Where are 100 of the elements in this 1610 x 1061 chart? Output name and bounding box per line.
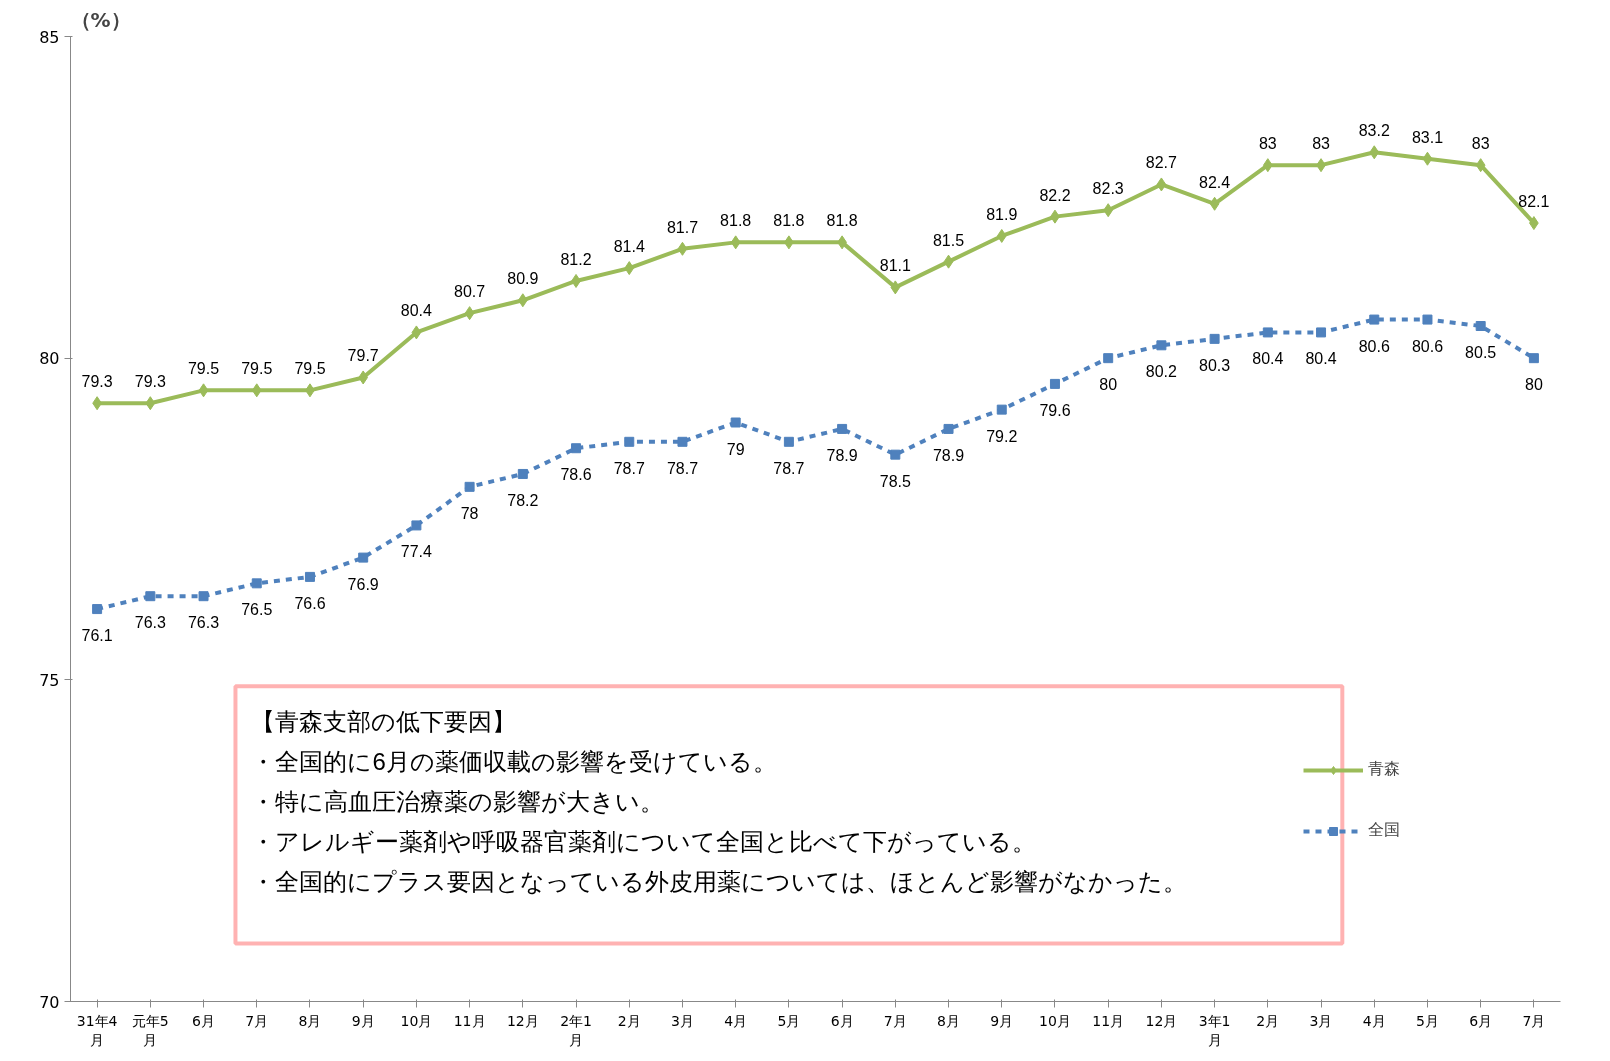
point — [624, 436, 635, 447]
point — [92, 604, 103, 615]
point — [1262, 158, 1273, 173]
data-label: 79.3 — [134, 373, 166, 391]
point — [890, 449, 901, 460]
point — [996, 228, 1007, 243]
x-tick-label: 5月 — [1416, 1012, 1439, 1029]
x-tick-label: 6月 — [830, 1012, 854, 1029]
data-label: 76.9 — [347, 575, 379, 593]
data-label: 78.2 — [507, 491, 539, 509]
data-label: 79.3 — [81, 373, 113, 391]
x-tick-label: 3年1月 — [1198, 1012, 1231, 1048]
data-label: 83.1 — [1411, 128, 1444, 146]
data-label: 80.4 — [1252, 350, 1284, 368]
y-tick-label: 75 — [39, 670, 60, 690]
x-tick-label: 元年5月 — [131, 1012, 169, 1048]
x-tick-label: 9月 — [351, 1012, 375, 1029]
data-label: 78.9 — [826, 446, 858, 464]
data-label: 78.7 — [773, 459, 805, 477]
data-label: 83 — [1312, 135, 1331, 153]
data-label: 80.6 — [1358, 337, 1390, 355]
data-label: 79.6 — [1039, 401, 1071, 419]
x-tick-label: 6月 — [192, 1012, 215, 1029]
x-tick-label: 8月 — [937, 1012, 960, 1029]
y-axis-title: （%） — [70, 7, 131, 32]
annotation: ・全国的に6月の薬価収載の影響を受けている。 — [251, 748, 777, 776]
data-label: 78.5 — [879, 472, 911, 490]
data-label: 82.1 — [1518, 193, 1550, 211]
data-label: 76.3 — [187, 614, 220, 632]
x-tick-label: 7月 — [1522, 1012, 1546, 1029]
data-label: 80 — [1524, 376, 1543, 394]
data-label: 81.8 — [720, 212, 752, 230]
data-label: 82.2 — [1039, 186, 1071, 204]
point — [304, 571, 315, 582]
x-tick-label: 3月 — [671, 1012, 694, 1029]
legend-label: 青森 — [1368, 759, 1400, 779]
point — [1369, 314, 1380, 325]
x-tick-label: 8月 — [298, 1012, 322, 1029]
x-tick-label: 4月 — [724, 1012, 748, 1029]
point — [571, 443, 582, 454]
y-tick-label: 85 — [39, 27, 60, 47]
point — [677, 241, 688, 256]
x-tick-label: 11月 — [1092, 1012, 1125, 1029]
data-label: 81.7 — [666, 218, 699, 236]
x-tick-label: 4月 — [1362, 1012, 1386, 1029]
point — [1209, 196, 1220, 211]
x-tick-label: 12月 — [506, 1012, 539, 1029]
point — [198, 383, 209, 398]
x-tick-label: 2年1月 — [560, 1012, 592, 1048]
point — [1475, 158, 1486, 173]
point — [1528, 353, 1539, 364]
data-label: 80.4 — [1305, 350, 1337, 368]
data-label: 80.9 — [507, 270, 539, 288]
data-label: 77.4 — [400, 543, 433, 561]
data-label: 80.2 — [1145, 363, 1178, 381]
data-label: 76.6 — [294, 594, 326, 612]
point — [411, 520, 422, 531]
x-tick-label: 11月 — [453, 1012, 486, 1029]
point — [890, 280, 901, 295]
point — [1156, 340, 1167, 351]
data-label: 80 — [1099, 376, 1118, 394]
data-label: 83 — [1471, 135, 1490, 153]
data-label: 81.1 — [879, 257, 911, 275]
data-label: 76.5 — [241, 601, 273, 619]
point — [358, 552, 369, 563]
data-label: 81.4 — [613, 238, 645, 256]
point — [1475, 321, 1486, 331]
x-tick-label: 5月 — [777, 1012, 801, 1029]
data-label: 80.4 — [400, 302, 433, 320]
point — [730, 417, 741, 428]
data-label: 81.2 — [560, 250, 592, 268]
point — [411, 325, 422, 340]
data-label: 83 — [1258, 135, 1277, 153]
point — [1369, 145, 1380, 160]
data-label: 78.9 — [932, 446, 965, 464]
x-tick-label: 7月 — [245, 1012, 269, 1029]
point — [1156, 177, 1167, 192]
point — [1422, 314, 1433, 325]
x-tick-label: 3月 — [1309, 1012, 1333, 1029]
point — [1209, 333, 1220, 344]
data-label: 81.5 — [932, 231, 965, 249]
x-tick-label: 31年4月 — [76, 1012, 118, 1048]
data-label: 79.7 — [347, 347, 379, 365]
x-tick-label: 10月 — [400, 1012, 433, 1029]
annotation: ・アレルギー薬剤や呼吸器官薬剤について全国と比べて下がっている。 — [251, 827, 1037, 855]
data-label: 79.5 — [294, 360, 326, 378]
x-tick-label: 2月 — [617, 1012, 641, 1029]
point — [837, 423, 848, 434]
data-label: 78.6 — [560, 466, 592, 484]
x-tick-label: 6月 — [1469, 1012, 1493, 1029]
point — [1316, 327, 1327, 338]
point — [517, 468, 528, 479]
point — [517, 293, 528, 308]
point — [358, 370, 369, 385]
point — [996, 404, 1007, 415]
data-label: 80.3 — [1199, 356, 1231, 374]
point — [145, 396, 156, 411]
point — [198, 591, 209, 602]
x-tick-label: 9月 — [990, 1012, 1014, 1029]
y-tick-label: 70 — [39, 992, 60, 1012]
